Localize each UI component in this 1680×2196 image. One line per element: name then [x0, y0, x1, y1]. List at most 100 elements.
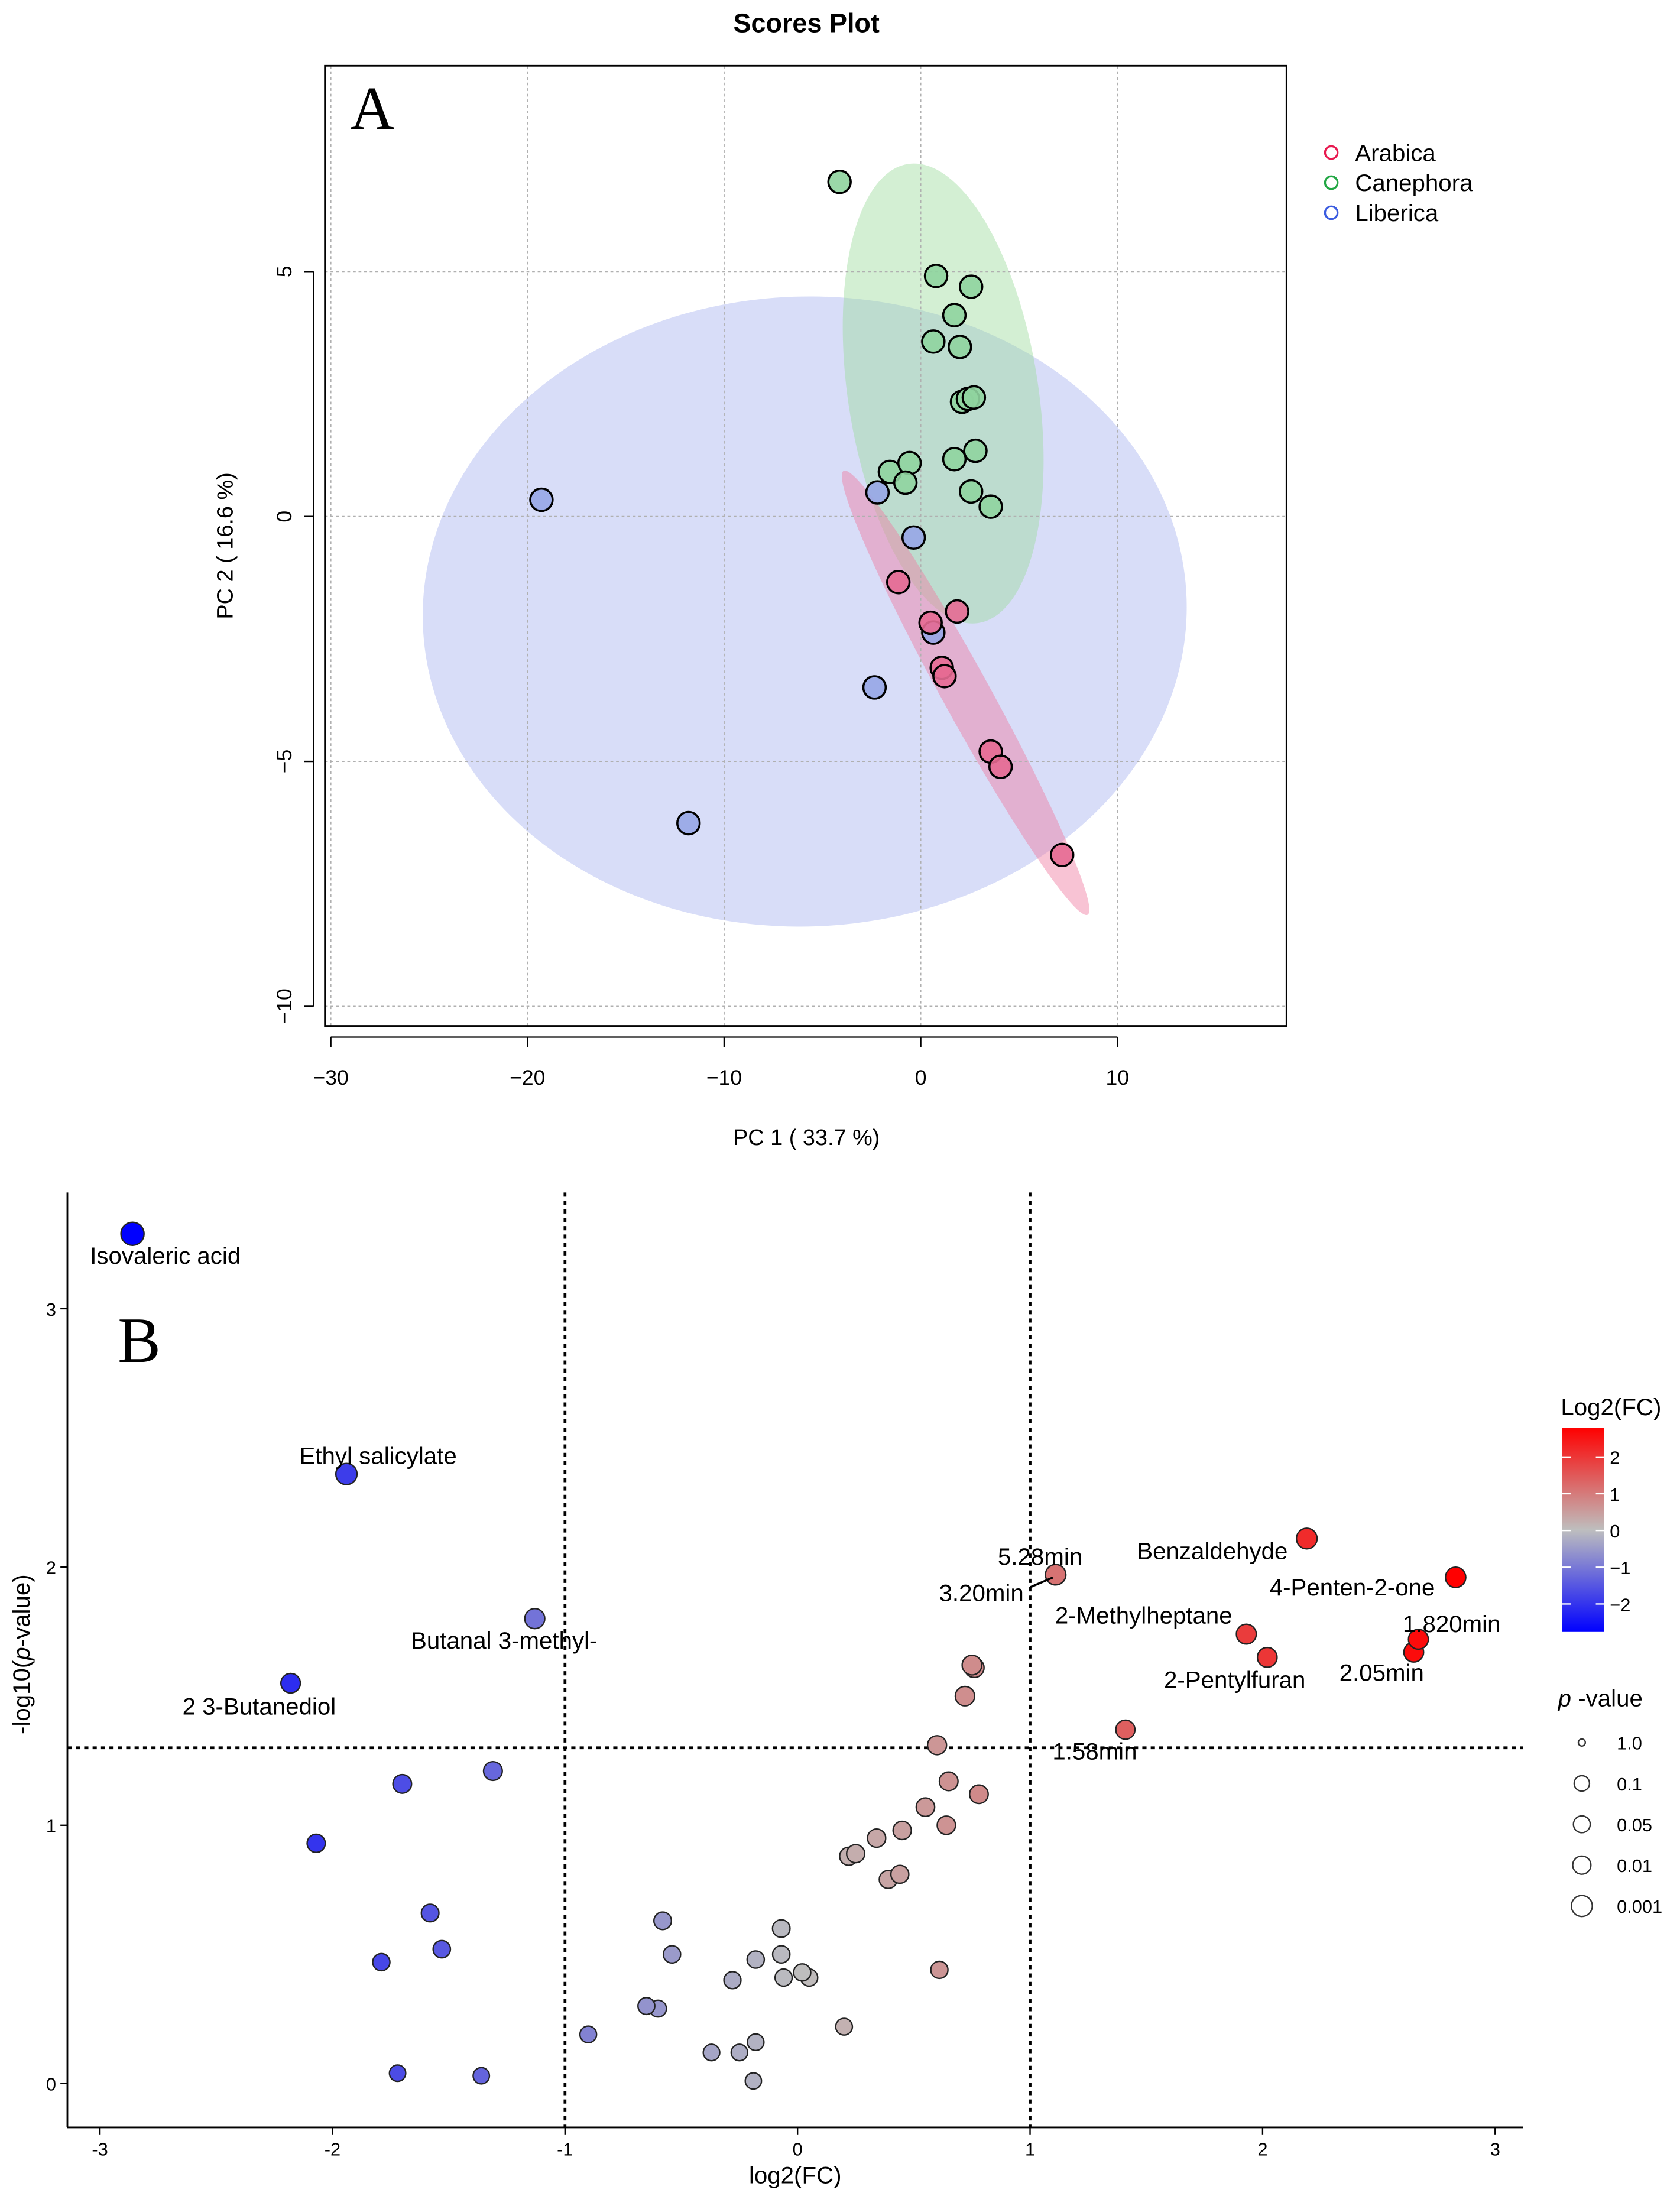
point-liberica [862, 675, 887, 700]
panel-label-a: A [350, 74, 394, 142]
colorbar-tick-label: 2 [1610, 1448, 1620, 1468]
size-legend-items: 1.0 0.1 0.05 0.01 0.001 [1570, 1733, 1662, 1918]
confidence-ellipses [423, 163, 1187, 927]
volcano-point [1235, 1623, 1257, 1645]
volcano-point [793, 1963, 812, 1982]
x-tick-label: −20 [510, 1066, 545, 1089]
colorbar-tick-label: 0 [1610, 1521, 1620, 1542]
x-tick-label: -3 [92, 2139, 108, 2159]
y-tick-label: 0 [273, 511, 296, 523]
point-arabica [918, 610, 943, 635]
scores-plot-panel: Scores Plot A −30 −20 −10 0 10 −10 −5 0 5 PC 1 (… [213, 8, 1473, 1150]
y-tick-label: −10 [273, 988, 296, 1024]
volcano-point [938, 1771, 959, 1792]
threshold-lines [67, 1192, 1523, 2127]
volcano-point [1295, 1527, 1318, 1550]
size-legend-title: p -value [1558, 1685, 1643, 1711]
size-legend-marker [1577, 1738, 1587, 1747]
volcano-point [1407, 1629, 1429, 1650]
volcano-point [1045, 1564, 1067, 1586]
y-tick-label: 1 [46, 1816, 56, 1837]
size-legend-label: 0.01 [1617, 1856, 1652, 1876]
volcano-point [702, 2043, 721, 2062]
size-legend-label: 0.001 [1617, 1896, 1662, 1917]
volcano-point [771, 1945, 791, 1964]
x-tick-label: 0 [915, 1066, 927, 1089]
volcano-points [120, 1221, 1467, 2090]
point-label: 1.820min [1403, 1611, 1501, 1637]
point-label: Isovaleric acid [90, 1243, 241, 1269]
legend-marker-arabica [1324, 145, 1339, 160]
point-label: Butanal 3-methyl- [411, 1627, 597, 1654]
volcano-point [653, 1911, 673, 1931]
point-arabica [1050, 842, 1075, 868]
volcano-point [392, 1773, 413, 1794]
volcano-point [730, 2043, 748, 2062]
legend: Arabica Canephora Liberica [1324, 140, 1473, 226]
colorbar-ticks: 2 1 0 −1 −2 [1562, 1448, 1630, 1615]
point-canephora [921, 329, 946, 354]
point-labels: Isovaleric acid Ethyl salicylate Butanal 3… [90, 1243, 1500, 1764]
point-arabica [886, 570, 911, 595]
score-points [529, 169, 1075, 868]
size-legend-marker [1572, 1815, 1591, 1834]
volcano-point [662, 1945, 682, 1964]
point-label: 3.20min [939, 1580, 1024, 1607]
point-canephora [948, 335, 972, 359]
volcano-point [936, 1815, 956, 1835]
volcano-point [846, 1844, 866, 1864]
volcano-plot-panel: -3 -2 -1 0 1 2 3 0 1 2 3 Isovaleric acid Ethyl sali… [8, 1192, 1662, 2189]
x-tick-label: 2 [1257, 2139, 1267, 2159]
x-axis-label: PC 1 ( 33.7 %) [733, 1125, 880, 1150]
volcano-point [915, 1797, 936, 1818]
point-label: 4-Penten-2-one [1270, 1574, 1435, 1601]
volcano-point [120, 1221, 145, 1246]
size-legend-label: 1.0 [1617, 1733, 1642, 1754]
x-tick-label: 3 [1490, 2139, 1500, 2159]
volcano-point [961, 1655, 982, 1676]
volcano-point [1115, 1719, 1136, 1740]
legend-marker-canephora [1324, 175, 1339, 190]
colorbar-tick-label: −1 [1610, 1558, 1630, 1578]
volcano-point [306, 1833, 326, 1853]
ellipse-liberica [423, 296, 1187, 927]
axes: −30 −20 −10 0 10 −10 −5 0 5 [273, 265, 1129, 1089]
volcano-point [835, 2017, 854, 2036]
y-axis-label: -log10(p-value) [8, 1574, 35, 1734]
volcano-point [969, 1784, 989, 1805]
volcano-point [335, 1462, 358, 1485]
x-tick-label: −30 [313, 1066, 349, 1089]
point-arabica [932, 664, 957, 689]
point-liberica [676, 810, 701, 836]
x-tick-label: −10 [706, 1066, 742, 1089]
volcano-point [579, 2025, 598, 2043]
volcano-point [432, 1939, 452, 1959]
label-leader-line [1030, 1577, 1053, 1588]
panel-label-b: B [118, 1305, 161, 1376]
volcano-point [637, 1997, 656, 2016]
legend: Log2(FC) 2 1 0 −1 −2 p -value 1.0 0.1 0.05 0.01… [1558, 1394, 1662, 1918]
volcano-point [954, 1685, 975, 1707]
x-axis-label: log2(FC) [749, 2162, 842, 2189]
grid [325, 66, 1287, 1026]
volcano-point [747, 2033, 765, 2051]
volcano-point [280, 1672, 301, 1694]
volcano-point [388, 2064, 407, 2083]
point-label: 2.05min [1340, 1660, 1424, 1686]
x-tick-label: -2 [325, 2139, 340, 2159]
volcano-point [744, 2072, 763, 2090]
point-label: Benzaldehyde [1137, 1538, 1287, 1565]
point-canephora [942, 447, 967, 472]
colorbar-title: Log2(FC) [1561, 1394, 1661, 1420]
volcano-point [420, 1903, 440, 1923]
point-canephora [961, 385, 987, 410]
point-canephora [959, 274, 984, 299]
y-tick-label: 5 [273, 265, 296, 277]
size-legend-marker [1573, 1775, 1591, 1792]
volcano-point [774, 1968, 793, 1987]
point-canephora [963, 438, 988, 463]
point-label: 1.58min [1052, 1738, 1137, 1764]
point-canephora [893, 470, 918, 495]
volcano-point [892, 1820, 912, 1841]
